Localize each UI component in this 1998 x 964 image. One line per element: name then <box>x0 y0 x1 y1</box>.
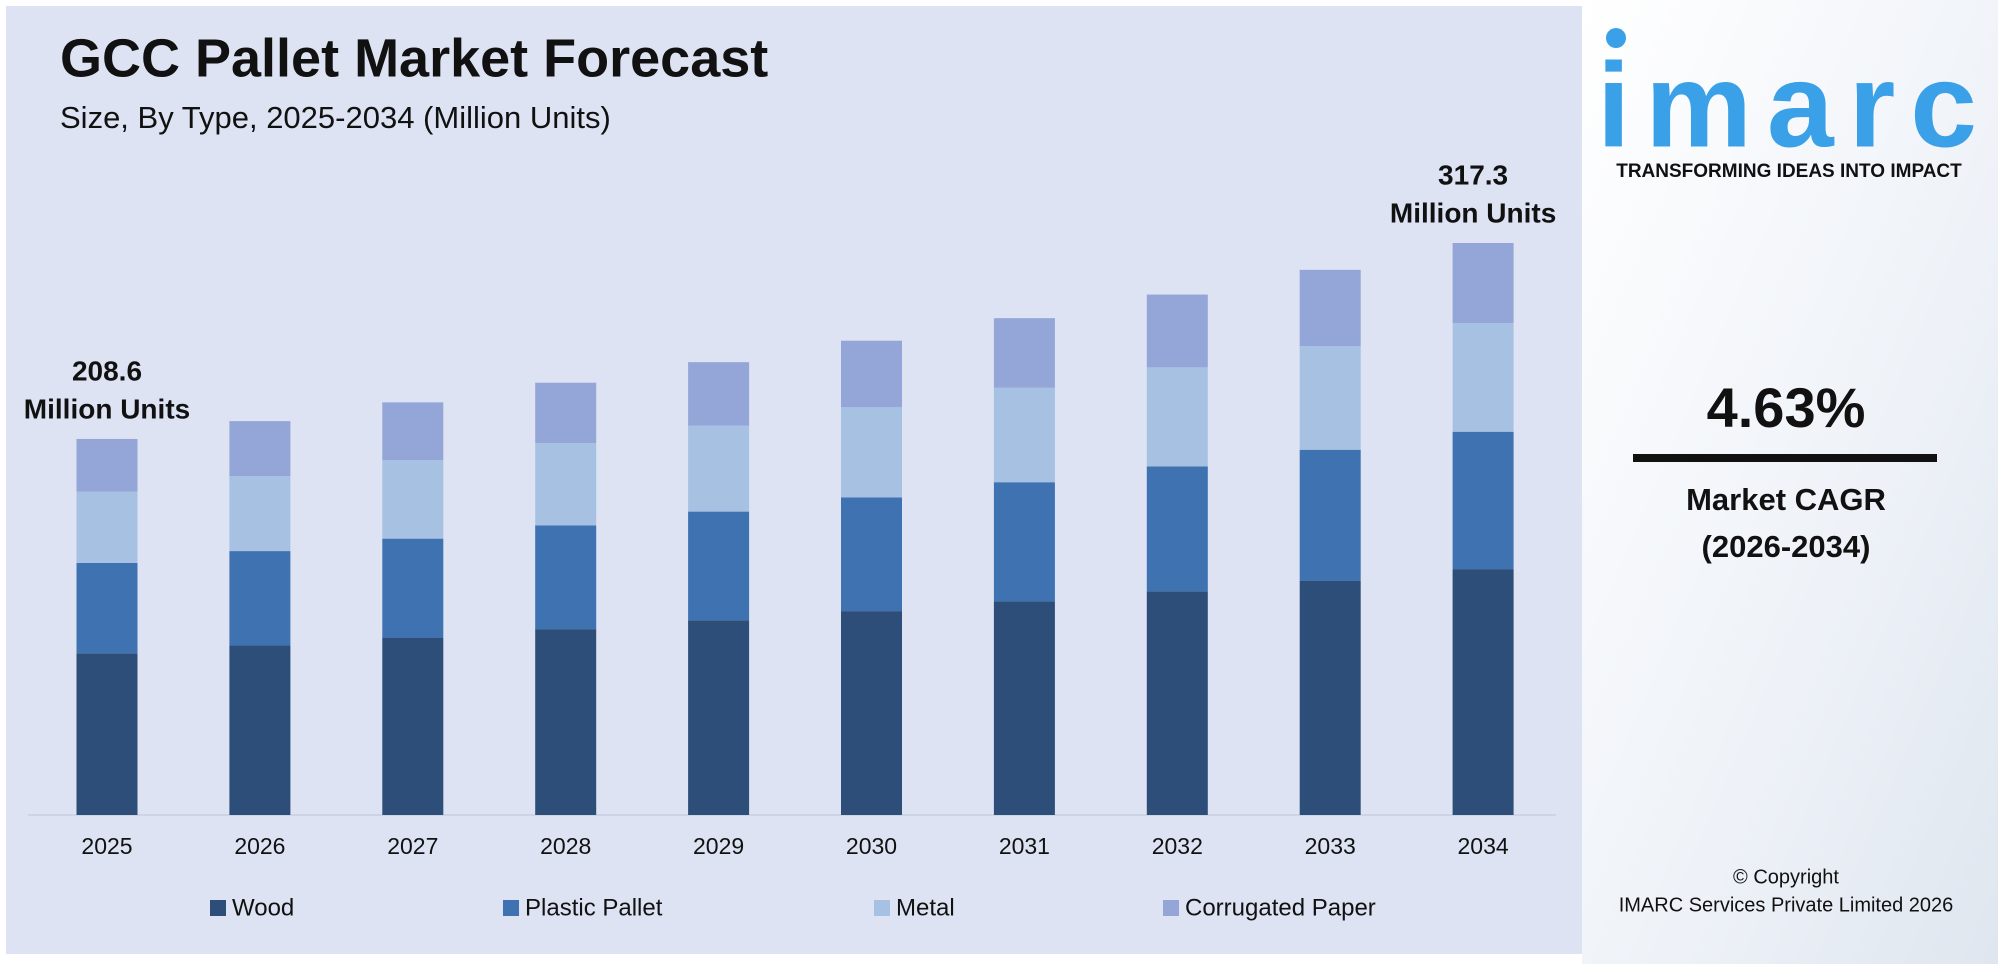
bar-segment <box>382 637 444 815</box>
legend-swatch <box>1163 900 1179 916</box>
bar-segment <box>688 620 750 815</box>
bar-segment <box>76 562 138 654</box>
bar-segment <box>841 497 902 612</box>
x-tick-label: 2028 <box>540 833 591 859</box>
bar-segment <box>535 525 597 630</box>
tagline: TRANSFORMING IDEAS INTO IMPACT <box>1616 161 1962 182</box>
x-tick-label: 2032 <box>1152 833 1203 859</box>
bar-segment <box>1146 294 1208 368</box>
bar-segment <box>1452 431 1514 570</box>
bar-segment <box>535 382 597 444</box>
x-tick-label: 2027 <box>387 833 438 859</box>
legend-swatch <box>503 900 519 916</box>
bar-segment <box>382 460 444 539</box>
bar-segment <box>688 511 750 621</box>
bar-segment <box>76 653 138 815</box>
legend-label: Corrugated Paper <box>1185 894 1376 921</box>
x-tick-label: 2026 <box>234 833 285 859</box>
chart-title: GCC Pallet Market Forecast <box>60 28 768 88</box>
bar-segment <box>1299 449 1361 581</box>
cagr-value: 4.63% <box>1707 376 1866 439</box>
bar-segment <box>841 407 902 498</box>
chart-subtitle: Size, By Type, 2025-2034 (Million Units) <box>60 100 611 135</box>
bar-segment <box>1146 466 1208 592</box>
bar-segment <box>688 425 750 512</box>
cagr-label: Market CAGR <box>1686 482 1886 517</box>
annotation-value: 208.6 <box>72 355 142 386</box>
sidebar-panel <box>1582 0 1998 964</box>
logo: imarc <box>1597 39 1977 173</box>
cagr-rule <box>1633 454 1937 462</box>
logo-dot <box>1606 28 1626 48</box>
bar-segment <box>993 601 1055 815</box>
bar-segment <box>1452 323 1514 432</box>
bar-segment <box>229 551 291 646</box>
legend-swatch <box>210 900 226 916</box>
bar-segment <box>382 402 444 461</box>
company: IMARC Services Private Limited 2026 <box>1619 894 1954 916</box>
bar-segment <box>1299 269 1361 347</box>
bar-segment <box>382 538 444 638</box>
x-tick-label: 2029 <box>693 833 744 859</box>
bar-segment <box>1452 569 1514 815</box>
bar-segment <box>535 443 597 526</box>
bar-segment <box>535 629 597 815</box>
x-tick-label: 2030 <box>846 833 897 859</box>
legend-label: Wood <box>232 894 294 921</box>
x-tick-label: 2025 <box>81 833 132 859</box>
bar-segment <box>993 482 1055 602</box>
bar-segment <box>229 476 291 552</box>
bar-segment <box>1146 367 1208 467</box>
bar-segment <box>76 438 138 492</box>
annotation-unit: Million Units <box>1390 197 1556 228</box>
legend-label: Metal <box>896 894 955 921</box>
bar-segment <box>841 611 902 815</box>
bar-segment <box>993 318 1055 388</box>
x-tick-label: 2031 <box>999 833 1050 859</box>
bar-segment <box>1299 580 1361 815</box>
legend-swatch <box>874 900 890 916</box>
bar-segment <box>1452 243 1514 324</box>
x-tick-label: 2033 <box>1305 833 1356 859</box>
bar-segment <box>1146 591 1208 815</box>
bar-segment <box>688 362 750 426</box>
bar-segment <box>229 421 291 477</box>
bar-segment <box>841 340 902 408</box>
bar-segment <box>229 645 291 815</box>
x-tick-label: 2034 <box>1458 833 1509 859</box>
copyright: © Copyright <box>1733 866 1839 888</box>
annotation-value: 317.3 <box>1438 159 1508 190</box>
bar-segment <box>1299 346 1361 450</box>
cagr-period: (2026-2034) <box>1702 529 1871 564</box>
bar-segment <box>993 387 1055 483</box>
legend-label: Plastic Pallet <box>525 894 663 921</box>
bar-segment <box>76 491 138 563</box>
annotation-unit: Million Units <box>24 393 190 424</box>
